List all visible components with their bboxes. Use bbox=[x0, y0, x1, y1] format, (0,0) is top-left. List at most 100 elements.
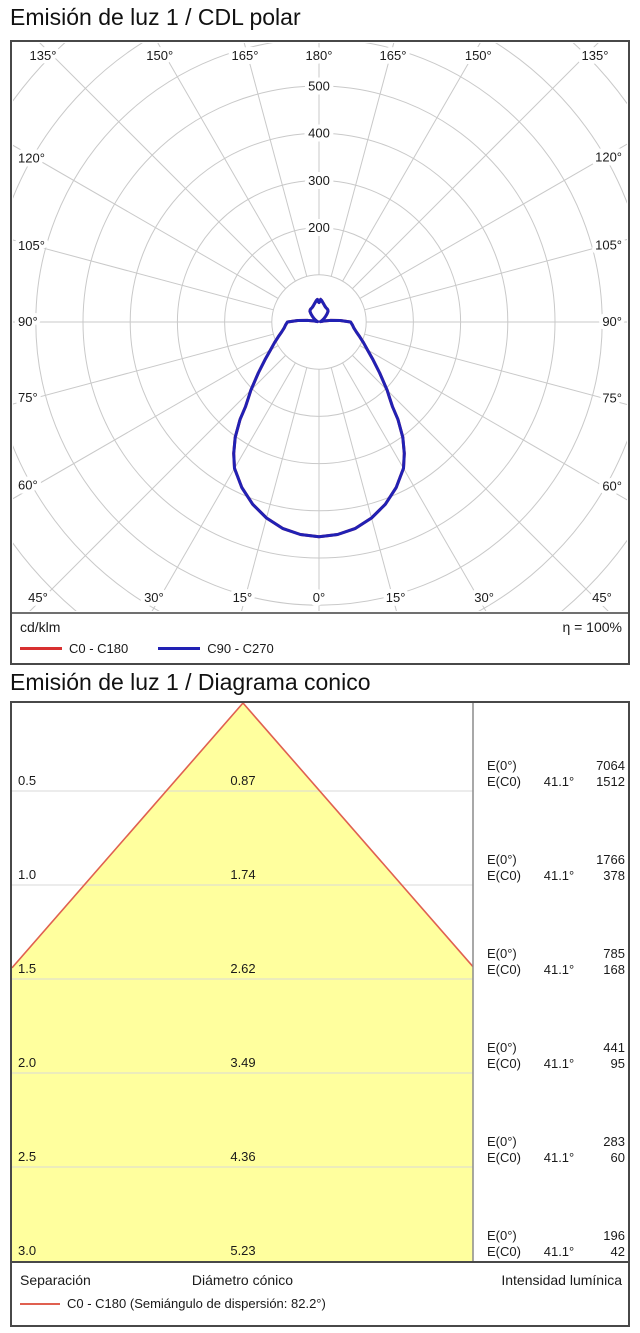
polar-ray bbox=[13, 144, 279, 299]
polar-ray bbox=[241, 367, 308, 611]
diameter-label: 3.49 bbox=[230, 1055, 255, 1070]
ring-label: 300 bbox=[308, 173, 330, 188]
polar-ray bbox=[352, 43, 599, 289]
polar-ray bbox=[13, 239, 274, 311]
cone-chart-title: Emisión de luz 1 / Diagrama conico bbox=[10, 669, 371, 695]
diameter-label: 4.36 bbox=[230, 1149, 255, 1164]
angle-label: 45° bbox=[28, 590, 48, 605]
diameter-label: 0.87 bbox=[230, 773, 255, 788]
c90-c270-line-swatch bbox=[158, 647, 201, 650]
efficiency-label: η = 100% bbox=[562, 619, 622, 635]
ec0-label: E(C0) bbox=[487, 1150, 521, 1165]
polar-ray bbox=[359, 143, 627, 299]
e0-value: 196 bbox=[603, 1228, 625, 1243]
polar-ray bbox=[359, 345, 627, 501]
separation-label: 2.0 bbox=[18, 1055, 36, 1070]
angle-label: 60° bbox=[18, 477, 38, 492]
separation-label: 0.5 bbox=[18, 773, 36, 788]
ec0-label: E(C0) bbox=[487, 962, 521, 977]
footer-col-separation: Separación bbox=[20, 1272, 91, 1288]
e0-value: 441 bbox=[603, 1040, 625, 1055]
angle-label: 120° bbox=[18, 151, 45, 166]
polar-ray bbox=[364, 238, 627, 311]
separation-label: 2.5 bbox=[18, 1149, 36, 1164]
e0-label: E(0°) bbox=[487, 1134, 517, 1149]
beam-angle-value: 41.1° bbox=[544, 774, 575, 789]
cone-fill bbox=[12, 703, 473, 1261]
e0-label: E(0°) bbox=[487, 946, 517, 961]
angle-label: 0° bbox=[313, 590, 325, 605]
angle-label: 165° bbox=[380, 48, 407, 63]
e0-value: 785 bbox=[603, 946, 625, 961]
polar-ray bbox=[29, 355, 286, 611]
angle-label: 30° bbox=[144, 590, 164, 605]
angle-label: 135° bbox=[582, 48, 609, 63]
polar-ray bbox=[352, 355, 609, 611]
ec0-label: E(C0) bbox=[487, 868, 521, 883]
diameter-label: 2.62 bbox=[230, 961, 255, 976]
polar-ray bbox=[330, 367, 397, 611]
c0-c180-line-swatch bbox=[20, 647, 62, 650]
diameter-label: 1.74 bbox=[230, 867, 255, 882]
angle-label: 150° bbox=[146, 48, 173, 63]
cone-c0-c180-line-swatch bbox=[20, 1302, 60, 1305]
polar-ray bbox=[151, 362, 296, 611]
angle-label: 15° bbox=[386, 590, 406, 605]
cone-edge-right bbox=[242, 703, 474, 968]
polar-ray bbox=[342, 43, 481, 282]
angle-label: 30° bbox=[474, 590, 494, 605]
angle-label: 75° bbox=[602, 390, 622, 405]
legend-label-c90-c270: C90 - C270 bbox=[207, 641, 274, 656]
ec0-value: 168 bbox=[603, 962, 625, 977]
beam-angle-value: 41.1° bbox=[544, 962, 575, 977]
ec0-value: 378 bbox=[603, 868, 625, 883]
angle-label: 90° bbox=[602, 314, 622, 329]
polar-diagram: 200 300 400 500 0° 15° 15° 30° 30° 45° 45° 60° 60° 75… bbox=[13, 43, 627, 611]
angle-label: 120° bbox=[595, 150, 622, 165]
diameter-label: 5.23 bbox=[230, 1243, 255, 1258]
cone-legend-label: C0 - C180 (Semiángulo de dispersión: 82.… bbox=[67, 1296, 326, 1311]
cone-chart-panel: 0.5 0.87 E(0°) 7064 E(C0) 41.1° 1512 1.0 1.74 E(0… bbox=[10, 701, 630, 1327]
e0-value: 7064 bbox=[596, 758, 625, 773]
e0-label: E(0°) bbox=[487, 758, 517, 773]
e0-label: E(0°) bbox=[487, 1228, 517, 1243]
polar-ray bbox=[342, 362, 487, 611]
e0-label: E(0°) bbox=[487, 852, 517, 867]
separation-label: 1.5 bbox=[18, 961, 36, 976]
polar-ray bbox=[243, 43, 308, 277]
separation-label: 1.0 bbox=[18, 867, 36, 882]
ec0-label: E(C0) bbox=[487, 774, 521, 789]
angle-label: 165° bbox=[232, 48, 259, 63]
angle-label: 105° bbox=[18, 238, 45, 253]
ec0-value: 60 bbox=[611, 1150, 625, 1165]
polar-grid bbox=[13, 43, 627, 611]
legend-label-c0-c180: C0 - C180 bbox=[69, 641, 129, 656]
cone-diagram: 0.5 0.87 E(0°) 7064 E(C0) 41.1° 1512 1.0 1.74 E(0… bbox=[12, 703, 625, 1261]
e0-value: 1766 bbox=[596, 852, 625, 867]
beam-angle-value: 41.1° bbox=[544, 1244, 575, 1259]
cone-edge-left bbox=[12, 703, 244, 969]
beam-angle-value: 41.1° bbox=[544, 1056, 575, 1071]
footer-col-diameter: Diámetro cónico bbox=[191, 1272, 294, 1288]
polar-legend: cd/klm η = 100% C0 - C180 C90 - C270 bbox=[12, 612, 628, 663]
angle-label: 15° bbox=[233, 590, 253, 605]
polar-chart-title: Emisión de luz 1 / CDL polar bbox=[10, 4, 301, 30]
angle-label: 105° bbox=[595, 238, 622, 253]
angle-label: 90° bbox=[18, 314, 38, 329]
polar-ray bbox=[13, 333, 274, 405]
e0-value: 283 bbox=[603, 1134, 625, 1149]
angle-label: 180° bbox=[306, 48, 333, 63]
polar-ray bbox=[364, 333, 627, 406]
ec0-label: E(C0) bbox=[487, 1244, 521, 1259]
ec0-value: 1512 bbox=[596, 774, 625, 789]
angle-label: 150° bbox=[465, 48, 492, 63]
polar-legend-row1: cd/klm η = 100% bbox=[20, 619, 622, 635]
ring-label: 500 bbox=[308, 79, 330, 94]
beam-angle-value: 41.1° bbox=[544, 1150, 575, 1165]
cone-legend: C0 - C180 (Semiángulo de dispersión: 82.… bbox=[20, 1296, 326, 1311]
c90-c270-curve bbox=[232, 297, 406, 539]
angle-label: 75° bbox=[18, 390, 38, 405]
cone-footer: Separación Diámetro cónico Intensidad lu… bbox=[12, 1261, 628, 1325]
ec0-value: 42 bbox=[611, 1244, 625, 1259]
